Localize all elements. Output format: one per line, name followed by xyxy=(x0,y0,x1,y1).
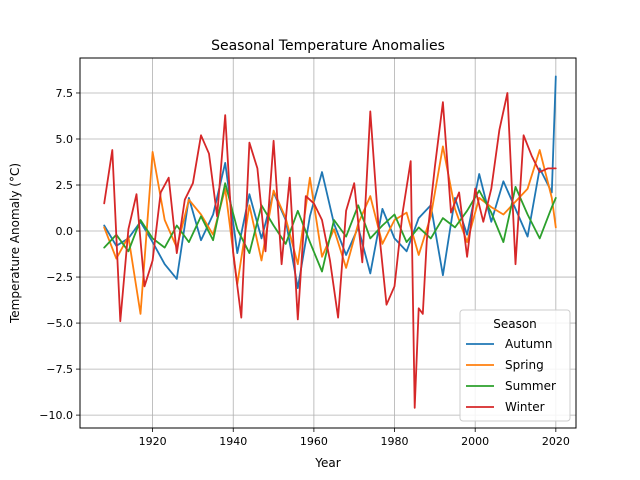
x-tick-label: 2000 xyxy=(461,435,489,448)
y-tick-label: −10.0 xyxy=(39,409,73,422)
x-tick-label: 1960 xyxy=(300,435,328,448)
y-tick-label: −7.5 xyxy=(46,363,73,376)
y-tick-label: 0.0 xyxy=(56,225,74,238)
y-axis-label: Temperature Anomaly (°C) xyxy=(8,163,22,324)
plot-frame xyxy=(79,57,577,429)
series-line-winter xyxy=(103,92,557,409)
legend-label-winter: Winter xyxy=(505,400,545,414)
legend: Season Autumn Spring Summer Winter xyxy=(459,309,571,422)
legend-entries: Autumn Spring Summer Winter xyxy=(466,337,556,414)
x-tick-label: 2020 xyxy=(542,435,570,448)
x-tick-label: 1980 xyxy=(381,435,409,448)
x-axis-ticks: 1920 1940 1960 1980 2000 2020 xyxy=(139,428,570,448)
x-tick-label: 1940 xyxy=(219,435,247,448)
x-axis-label: Year xyxy=(314,456,340,470)
x-tick-label: 1920 xyxy=(139,435,167,448)
legend-label-autumn: Autumn xyxy=(505,337,552,351)
y-tick-label: 2.5 xyxy=(56,179,74,192)
y-tick-label: 7.5 xyxy=(56,87,74,100)
y-tick-label: 5.0 xyxy=(56,133,74,146)
chart-title: Seasonal Temperature Anomalies xyxy=(211,38,445,54)
legend-label-spring: Spring xyxy=(505,358,544,372)
y-tick-label: −5.0 xyxy=(46,317,73,330)
y-axis-ticks: −10.0 −7.5 −5.0 −2.5 0.0 2.5 5.0 7.5 xyxy=(39,87,80,422)
grid-lines xyxy=(80,58,576,428)
legend-box xyxy=(459,309,571,422)
legend-title: Season xyxy=(493,317,537,331)
plot-series xyxy=(103,75,557,409)
y-tick-label: −2.5 xyxy=(46,271,73,284)
legend-label-summer: Summer xyxy=(505,379,556,393)
